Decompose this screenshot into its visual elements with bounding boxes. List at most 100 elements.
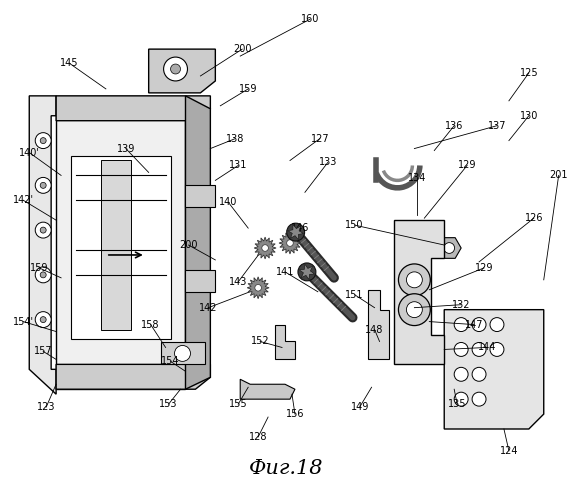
Text: 139: 139 <box>117 144 135 154</box>
Text: 137: 137 <box>488 121 506 131</box>
Circle shape <box>40 227 46 233</box>
Circle shape <box>454 392 468 406</box>
Polygon shape <box>368 290 390 359</box>
Text: 160: 160 <box>301 14 319 24</box>
Text: 145: 145 <box>60 58 78 68</box>
Bar <box>410 227 433 244</box>
Polygon shape <box>56 96 185 389</box>
Circle shape <box>399 294 430 325</box>
Circle shape <box>262 245 268 251</box>
Circle shape <box>454 342 468 356</box>
Circle shape <box>407 272 422 288</box>
Circle shape <box>40 182 46 188</box>
Polygon shape <box>395 220 444 364</box>
Circle shape <box>444 243 455 253</box>
Circle shape <box>255 284 261 291</box>
Text: 149: 149 <box>351 402 369 412</box>
Polygon shape <box>444 310 544 429</box>
Circle shape <box>472 392 486 406</box>
Text: 138: 138 <box>226 134 244 144</box>
Polygon shape <box>275 324 295 359</box>
Text: 130: 130 <box>519 111 538 121</box>
Polygon shape <box>56 364 210 389</box>
Polygon shape <box>288 225 304 240</box>
Circle shape <box>35 312 51 327</box>
Circle shape <box>170 64 181 74</box>
Polygon shape <box>240 379 295 399</box>
Circle shape <box>490 342 504 356</box>
Circle shape <box>454 318 468 331</box>
Text: 159: 159 <box>239 84 257 94</box>
Text: 129: 129 <box>458 161 476 171</box>
Text: 142': 142' <box>13 195 34 205</box>
Text: Фиг.18: Фиг.18 <box>249 459 323 478</box>
Polygon shape <box>254 237 276 259</box>
Polygon shape <box>247 277 269 299</box>
Circle shape <box>164 57 188 81</box>
Text: 125: 125 <box>519 68 538 78</box>
Text: 150: 150 <box>345 220 364 230</box>
Circle shape <box>287 240 293 247</box>
Circle shape <box>472 318 486 331</box>
Text: 146: 146 <box>291 223 309 233</box>
Bar <box>71 156 170 339</box>
Text: 126: 126 <box>525 213 543 223</box>
Text: 154: 154 <box>161 356 180 366</box>
Text: 134: 134 <box>408 173 427 184</box>
Circle shape <box>35 178 51 193</box>
Bar <box>161 342 205 364</box>
Text: 154': 154' <box>13 316 34 327</box>
Text: 127: 127 <box>311 134 329 144</box>
Circle shape <box>287 223 305 241</box>
Text: 200: 200 <box>179 240 198 250</box>
Polygon shape <box>299 264 315 279</box>
Circle shape <box>40 272 46 278</box>
Polygon shape <box>56 96 210 121</box>
Text: 128: 128 <box>249 432 267 442</box>
Text: 140: 140 <box>219 197 237 207</box>
Text: 132: 132 <box>452 300 470 310</box>
Polygon shape <box>101 161 131 329</box>
Circle shape <box>454 367 468 381</box>
Text: 159: 159 <box>30 263 49 273</box>
Circle shape <box>490 318 504 331</box>
Text: 143: 143 <box>229 277 248 287</box>
Text: 131: 131 <box>229 161 248 171</box>
Text: 158: 158 <box>141 319 160 329</box>
Text: 152: 152 <box>251 336 269 346</box>
Polygon shape <box>185 270 215 292</box>
Circle shape <box>399 264 430 296</box>
Text: 151: 151 <box>345 290 364 300</box>
Text: 124: 124 <box>500 446 518 456</box>
Text: 140': 140' <box>19 148 39 158</box>
Circle shape <box>35 133 51 149</box>
Text: 144: 144 <box>478 342 496 352</box>
Polygon shape <box>437 238 461 258</box>
Text: 135: 135 <box>448 399 466 409</box>
Circle shape <box>35 222 51 238</box>
Text: 141: 141 <box>276 267 294 277</box>
Circle shape <box>472 342 486 356</box>
Polygon shape <box>185 185 215 207</box>
Text: 147: 147 <box>465 319 483 329</box>
Text: 157: 157 <box>34 346 53 356</box>
Text: 133: 133 <box>319 158 337 168</box>
Text: 136: 136 <box>445 121 463 131</box>
Circle shape <box>40 317 46 322</box>
Circle shape <box>472 367 486 381</box>
Circle shape <box>174 345 190 361</box>
Text: 201: 201 <box>550 171 568 181</box>
Polygon shape <box>149 49 215 93</box>
Text: 200: 200 <box>233 44 252 54</box>
Circle shape <box>298 263 316 281</box>
Text: 123: 123 <box>37 402 55 412</box>
Polygon shape <box>279 232 301 254</box>
Text: 142: 142 <box>199 303 217 313</box>
Text: 155: 155 <box>229 399 248 409</box>
Circle shape <box>40 138 46 144</box>
Text: 156: 156 <box>285 409 304 419</box>
Text: 148: 148 <box>366 324 384 334</box>
Circle shape <box>407 302 422 318</box>
Polygon shape <box>185 96 210 389</box>
Text: 129: 129 <box>475 263 493 273</box>
